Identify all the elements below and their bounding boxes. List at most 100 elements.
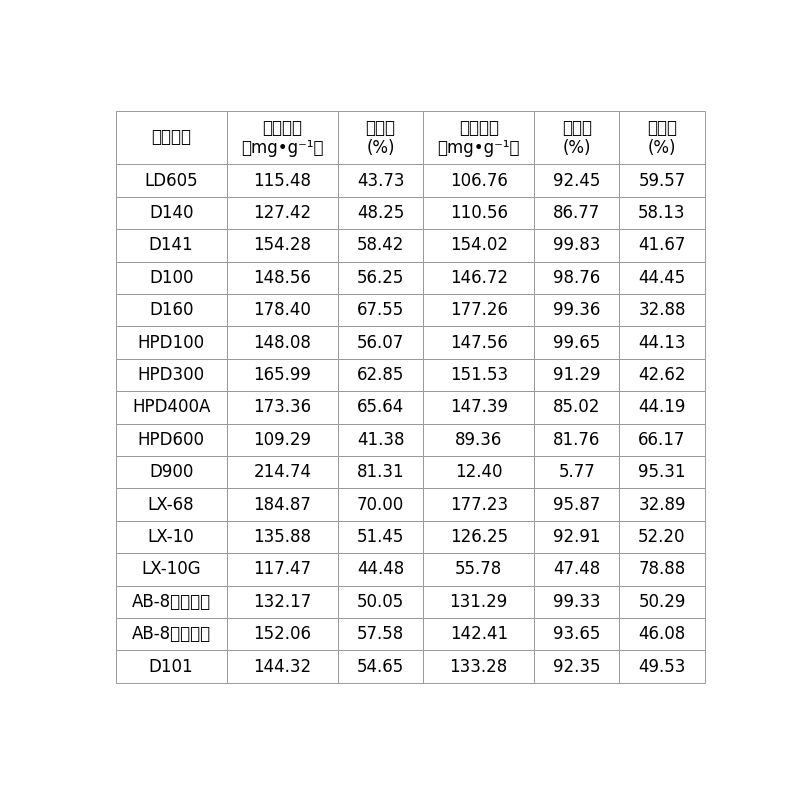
Text: (%): (%) [648,139,676,157]
Text: AB-8（天津）: AB-8（天津） [131,625,210,643]
Bar [226,359,338,391]
Text: 178.40: 178.40 [254,301,311,319]
Text: 78.88: 78.88 [638,561,686,578]
Bar [619,261,705,294]
Bar [423,326,534,359]
Bar [338,423,423,456]
Text: 184.87: 184.87 [254,495,311,514]
Text: 54.65: 54.65 [357,657,404,676]
Bar [534,553,619,586]
Bar [115,456,226,488]
Text: 151.53: 151.53 [450,366,508,384]
Bar [226,261,338,294]
Text: 比解吸量: 比解吸量 [458,119,498,137]
Bar [423,359,534,391]
Text: 57.58: 57.58 [357,625,404,643]
Text: 46.08: 46.08 [638,625,686,643]
Text: 91.29: 91.29 [553,366,601,384]
Bar [619,391,705,423]
Bar [338,650,423,683]
Bar [619,586,705,618]
Text: 52.20: 52.20 [638,528,686,546]
Text: 131.29: 131.29 [450,593,508,611]
Bar [115,553,226,586]
Bar [115,326,226,359]
Bar [534,164,619,197]
Bar [619,618,705,650]
Text: 146.72: 146.72 [450,269,508,287]
Bar [226,423,338,456]
Text: 56.07: 56.07 [357,333,404,352]
Bar [534,359,619,391]
Text: 92.91: 92.91 [553,528,601,546]
Bar [534,488,619,521]
Bar [115,294,226,326]
Bar [423,229,534,261]
Text: 142.41: 142.41 [450,625,508,643]
Bar [338,164,423,197]
Bar [226,488,338,521]
Text: 58.13: 58.13 [638,204,686,222]
Text: 92.45: 92.45 [553,172,601,190]
Text: 117.47: 117.47 [254,561,311,578]
Bar [226,164,338,197]
Bar [619,359,705,391]
Bar [115,197,226,229]
Bar [619,197,705,229]
Text: 135.88: 135.88 [254,528,311,546]
Bar [423,650,534,683]
Bar [423,391,534,423]
Bar [423,423,534,456]
Bar [338,553,423,586]
Bar [115,261,226,294]
Text: 99.33: 99.33 [553,593,601,611]
Text: 85.02: 85.02 [553,399,601,416]
Bar [226,229,338,261]
Bar [115,359,226,391]
Text: 92.35: 92.35 [553,657,601,676]
Bar [534,391,619,423]
Text: 89.36: 89.36 [455,431,502,449]
Bar [115,110,226,164]
Text: 98.76: 98.76 [554,269,601,287]
Bar [338,391,423,423]
Text: 62.85: 62.85 [357,366,404,384]
Text: 67.55: 67.55 [357,301,404,319]
Text: 44.45: 44.45 [638,269,686,287]
Bar [338,618,423,650]
Text: 70.00: 70.00 [357,495,404,514]
Text: D101: D101 [149,657,194,676]
Bar [619,423,705,456]
Bar [115,521,226,553]
Text: 32.89: 32.89 [638,495,686,514]
Text: 比吸附量: 比吸附量 [262,119,302,137]
Bar [534,650,619,683]
Text: (%): (%) [366,139,394,157]
Bar [423,456,534,488]
Text: 86.77: 86.77 [554,204,601,222]
Text: 106.76: 106.76 [450,172,508,190]
Bar [338,586,423,618]
Text: 126.25: 126.25 [450,528,508,546]
Text: 99.65: 99.65 [554,333,601,352]
Text: 44.13: 44.13 [638,333,686,352]
Bar [619,110,705,164]
Text: （mg•g⁻¹）: （mg•g⁻¹） [438,139,520,157]
Bar [534,229,619,261]
Text: 214.74: 214.74 [254,463,311,481]
Text: 81.31: 81.31 [357,463,404,481]
Bar [226,294,338,326]
Bar [226,618,338,650]
Text: LX-10G: LX-10G [142,561,201,578]
Text: 147.56: 147.56 [450,333,508,352]
Text: 50.29: 50.29 [638,593,686,611]
Text: 损失率: 损失率 [647,119,677,137]
Bar [619,456,705,488]
Text: 49.53: 49.53 [638,657,686,676]
Text: HPD300: HPD300 [138,366,205,384]
Text: 154.02: 154.02 [450,237,508,254]
Text: 树脂型号: 树脂型号 [151,129,191,146]
Text: 95.87: 95.87 [554,495,601,514]
Bar [115,229,226,261]
Text: 81.76: 81.76 [553,431,601,449]
